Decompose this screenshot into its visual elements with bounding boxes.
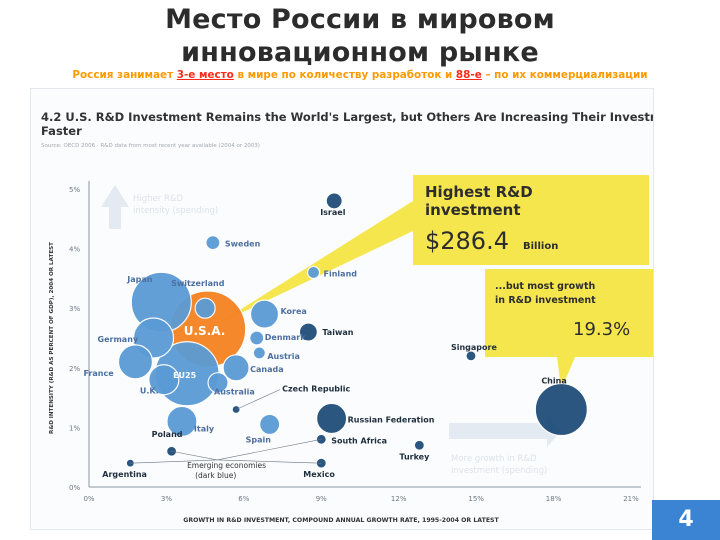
point-label: Canada bbox=[250, 365, 284, 374]
chart-title-line1: 4.2 U.S. R&D Investment Remains the Worl… bbox=[41, 110, 653, 124]
bubble-korea bbox=[249, 299, 280, 329]
x-tick-label: 0% bbox=[83, 495, 94, 503]
page-number: 4 bbox=[652, 500, 720, 540]
point-label: U.K. bbox=[140, 387, 159, 396]
point-label: U.S.A. bbox=[184, 324, 226, 338]
bubble-turkey bbox=[413, 439, 425, 451]
callout-highest-unit: Billion bbox=[523, 241, 558, 252]
right-arrow-icon bbox=[449, 415, 561, 447]
point-label: Finland bbox=[324, 269, 358, 278]
subtitle-text-end: – по их коммерциализации bbox=[481, 69, 648, 81]
bubble-france bbox=[117, 344, 154, 380]
point-label: South Africa bbox=[331, 436, 387, 445]
y-tick-label: 4% bbox=[69, 246, 80, 254]
x-tick-label: 18% bbox=[546, 495, 562, 503]
x-arrow-label-line1: More growth in R&D bbox=[451, 454, 537, 464]
bubble-australia bbox=[207, 372, 229, 394]
bubble-chart: 4.2 U.S. R&D Investment Remains the Worl… bbox=[41, 110, 653, 524]
leader-line bbox=[130, 459, 218, 464]
bubble-denmark bbox=[249, 330, 265, 346]
point-label: Taiwan bbox=[322, 328, 353, 337]
x-tick-label: 15% bbox=[468, 495, 484, 503]
legend-note-line2: (dark blue) bbox=[195, 471, 236, 480]
x-tick-label: 12% bbox=[391, 495, 407, 503]
callout-box-highest bbox=[413, 175, 649, 265]
callout-highest-heading-line2: investment bbox=[425, 201, 521, 219]
chart-source: Source: OECD 2006 · R&D data from most r… bbox=[41, 143, 260, 149]
x-tick-label: 6% bbox=[238, 495, 249, 503]
chart-panel: 4.2 U.S. R&D Investment Remains the Worl… bbox=[30, 88, 654, 530]
point-label: Poland bbox=[152, 430, 183, 439]
bubble-israel bbox=[325, 192, 343, 210]
point-label: Australia bbox=[214, 388, 255, 397]
point-label: Israel bbox=[320, 208, 346, 217]
point-label: Mexico bbox=[303, 470, 335, 479]
bubble-singapore bbox=[465, 350, 477, 362]
callout-box-growth bbox=[485, 269, 653, 357]
point-label: Czech Republic bbox=[282, 385, 350, 394]
leader-line bbox=[217, 459, 322, 464]
x-arrow-label-line2: investment (spending) bbox=[451, 466, 547, 476]
point-label: Japan bbox=[126, 275, 152, 284]
y-arrow-label-line1: Higher R&D bbox=[133, 194, 183, 204]
bubble-finland bbox=[306, 265, 321, 280]
point-label: Spain bbox=[246, 435, 272, 444]
up-arrow-icon bbox=[101, 185, 129, 229]
subtitle-rank-88: 88-е bbox=[455, 69, 482, 81]
x-tick-label: 3% bbox=[161, 495, 172, 503]
y-tick-label: 3% bbox=[69, 305, 80, 313]
callout-highest-value: $286.4 bbox=[425, 227, 509, 255]
bubble-switzerland bbox=[194, 297, 216, 319]
x-tick-label: 21% bbox=[623, 495, 639, 503]
point-label: Austria bbox=[267, 352, 300, 361]
point-label: Italy bbox=[194, 424, 215, 433]
y-tick-label: 1% bbox=[69, 424, 80, 432]
y-tick-label: 2% bbox=[69, 365, 80, 373]
callout-connector-highest bbox=[215, 201, 413, 326]
chart-title-line2: Faster bbox=[41, 124, 82, 138]
slide-subtitle: Россия занимает 3-е место в мире по коли… bbox=[0, 69, 720, 81]
slide-title-line1: Место России в мировом bbox=[165, 4, 555, 35]
bubble-taiwan bbox=[298, 322, 318, 342]
leader-line bbox=[235, 389, 281, 410]
callout-growth-heading-line2: in R&D investment bbox=[495, 295, 596, 306]
point-label: Korea bbox=[281, 307, 307, 316]
bubble-italy bbox=[166, 405, 198, 438]
legend-note-line1: Emerging economies bbox=[187, 461, 266, 470]
x-tick-label: 9% bbox=[316, 495, 327, 503]
callout-connector-growth bbox=[557, 357, 575, 390]
point-label: China bbox=[541, 377, 566, 386]
bubble-austria bbox=[252, 346, 266, 360]
point-label: EU25 bbox=[173, 371, 197, 380]
subtitle-text-mid: в мире по количеству разработок и bbox=[233, 69, 456, 81]
bubble-russian-federation bbox=[316, 402, 348, 435]
point-label: Germany bbox=[98, 335, 139, 344]
x-axis-title: GROWTH IN R&D INVESTMENT, COMPOUND ANNUA… bbox=[183, 517, 499, 524]
y-tick-label: 0% bbox=[69, 484, 80, 492]
y-arrow-label-line2: intensity (spending) bbox=[133, 206, 218, 216]
subtitle-rank-3: 3-е место bbox=[176, 69, 234, 81]
point-label: Russian Federation bbox=[348, 415, 435, 424]
bubble-canada bbox=[222, 354, 250, 382]
callout-highest-heading-line1: Highest R&D bbox=[425, 183, 533, 201]
point-label: France bbox=[83, 369, 114, 378]
subtitle-text: Россия занимает bbox=[72, 69, 177, 81]
bubble-china bbox=[534, 382, 588, 437]
slide-title-line2: инновационном рынке bbox=[181, 37, 539, 68]
point-label: Denmark bbox=[265, 333, 306, 342]
point-label: Sweden bbox=[225, 240, 261, 249]
leader-line bbox=[171, 450, 218, 461]
y-tick-label: 5% bbox=[69, 186, 80, 194]
bubble-sweden bbox=[205, 235, 221, 251]
point-label: Switzerland bbox=[171, 279, 225, 288]
bubble-u-k- bbox=[148, 364, 180, 396]
callout-growth-heading-line1: ...but most growth bbox=[495, 281, 595, 292]
y-axis-title: R&D INTENSITY (R&D AS PERCENT OF GDP), 2… bbox=[49, 242, 55, 434]
point-label: Singapore bbox=[451, 343, 497, 352]
point-label: Turkey bbox=[399, 452, 430, 461]
bubble-spain bbox=[259, 413, 281, 436]
point-label: Argentina bbox=[102, 470, 147, 479]
leader-line bbox=[217, 439, 322, 461]
callout-growth-value: 19.3% bbox=[573, 319, 630, 340]
